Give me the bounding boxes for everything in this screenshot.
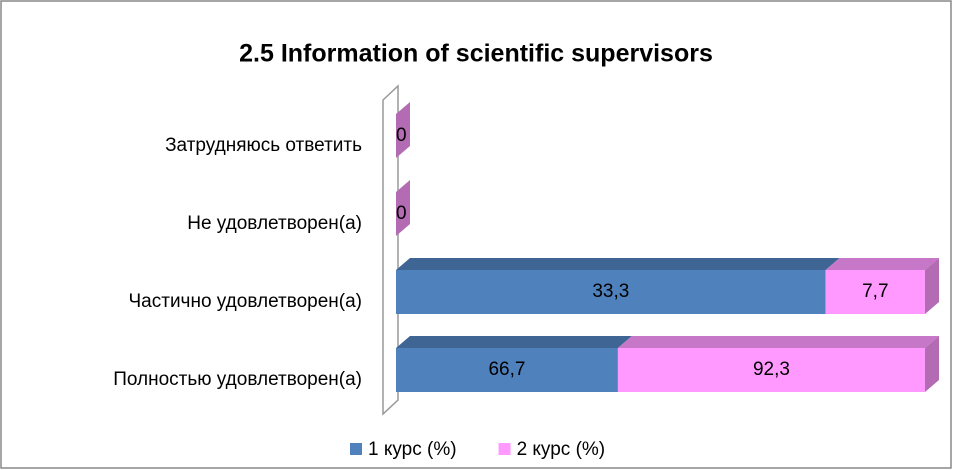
data-label: 0 — [396, 203, 407, 224]
category-label: Частично удовлетворен(а) — [129, 291, 362, 312]
back-wall — [382, 84, 399, 416]
bar-side — [925, 336, 939, 392]
legend-label: 2 курс (%) — [517, 439, 606, 460]
legend-label: 1 курс (%) — [368, 439, 457, 460]
bar-top — [617, 336, 939, 348]
bar-side — [396, 102, 410, 158]
data-label: 0 — [396, 125, 407, 146]
bar-side — [396, 180, 410, 236]
legend-swatch — [350, 443, 362, 455]
legend-swatch — [498, 443, 511, 455]
bar-segment — [396, 180, 410, 236]
bar-front — [396, 270, 826, 314]
bar-segment — [617, 336, 939, 392]
bar-segment — [396, 102, 410, 158]
bar-side — [925, 258, 939, 314]
chart-title: 2.5 Information of scientific supervisor… — [239, 40, 713, 68]
data-label: 92,3 — [753, 359, 790, 380]
category-label: Затрудняюсь ответить — [165, 135, 362, 156]
category-label: Полностью удовлетворен(а) — [113, 369, 362, 390]
category-label: Не удовлетворен(а) — [187, 213, 362, 234]
bar-top — [825, 258, 939, 270]
bar-front — [617, 348, 925, 392]
bar-segment — [825, 258, 939, 314]
bar-segment — [396, 258, 840, 314]
data-label: 66,7 — [488, 359, 525, 380]
bar-top — [396, 258, 840, 270]
bar-front — [396, 348, 618, 392]
bar-front — [825, 270, 925, 314]
bar-top — [396, 336, 632, 348]
data-label: 33,3 — [592, 281, 629, 302]
bar-segment — [396, 336, 632, 392]
data-label: 7,7 — [862, 281, 888, 302]
